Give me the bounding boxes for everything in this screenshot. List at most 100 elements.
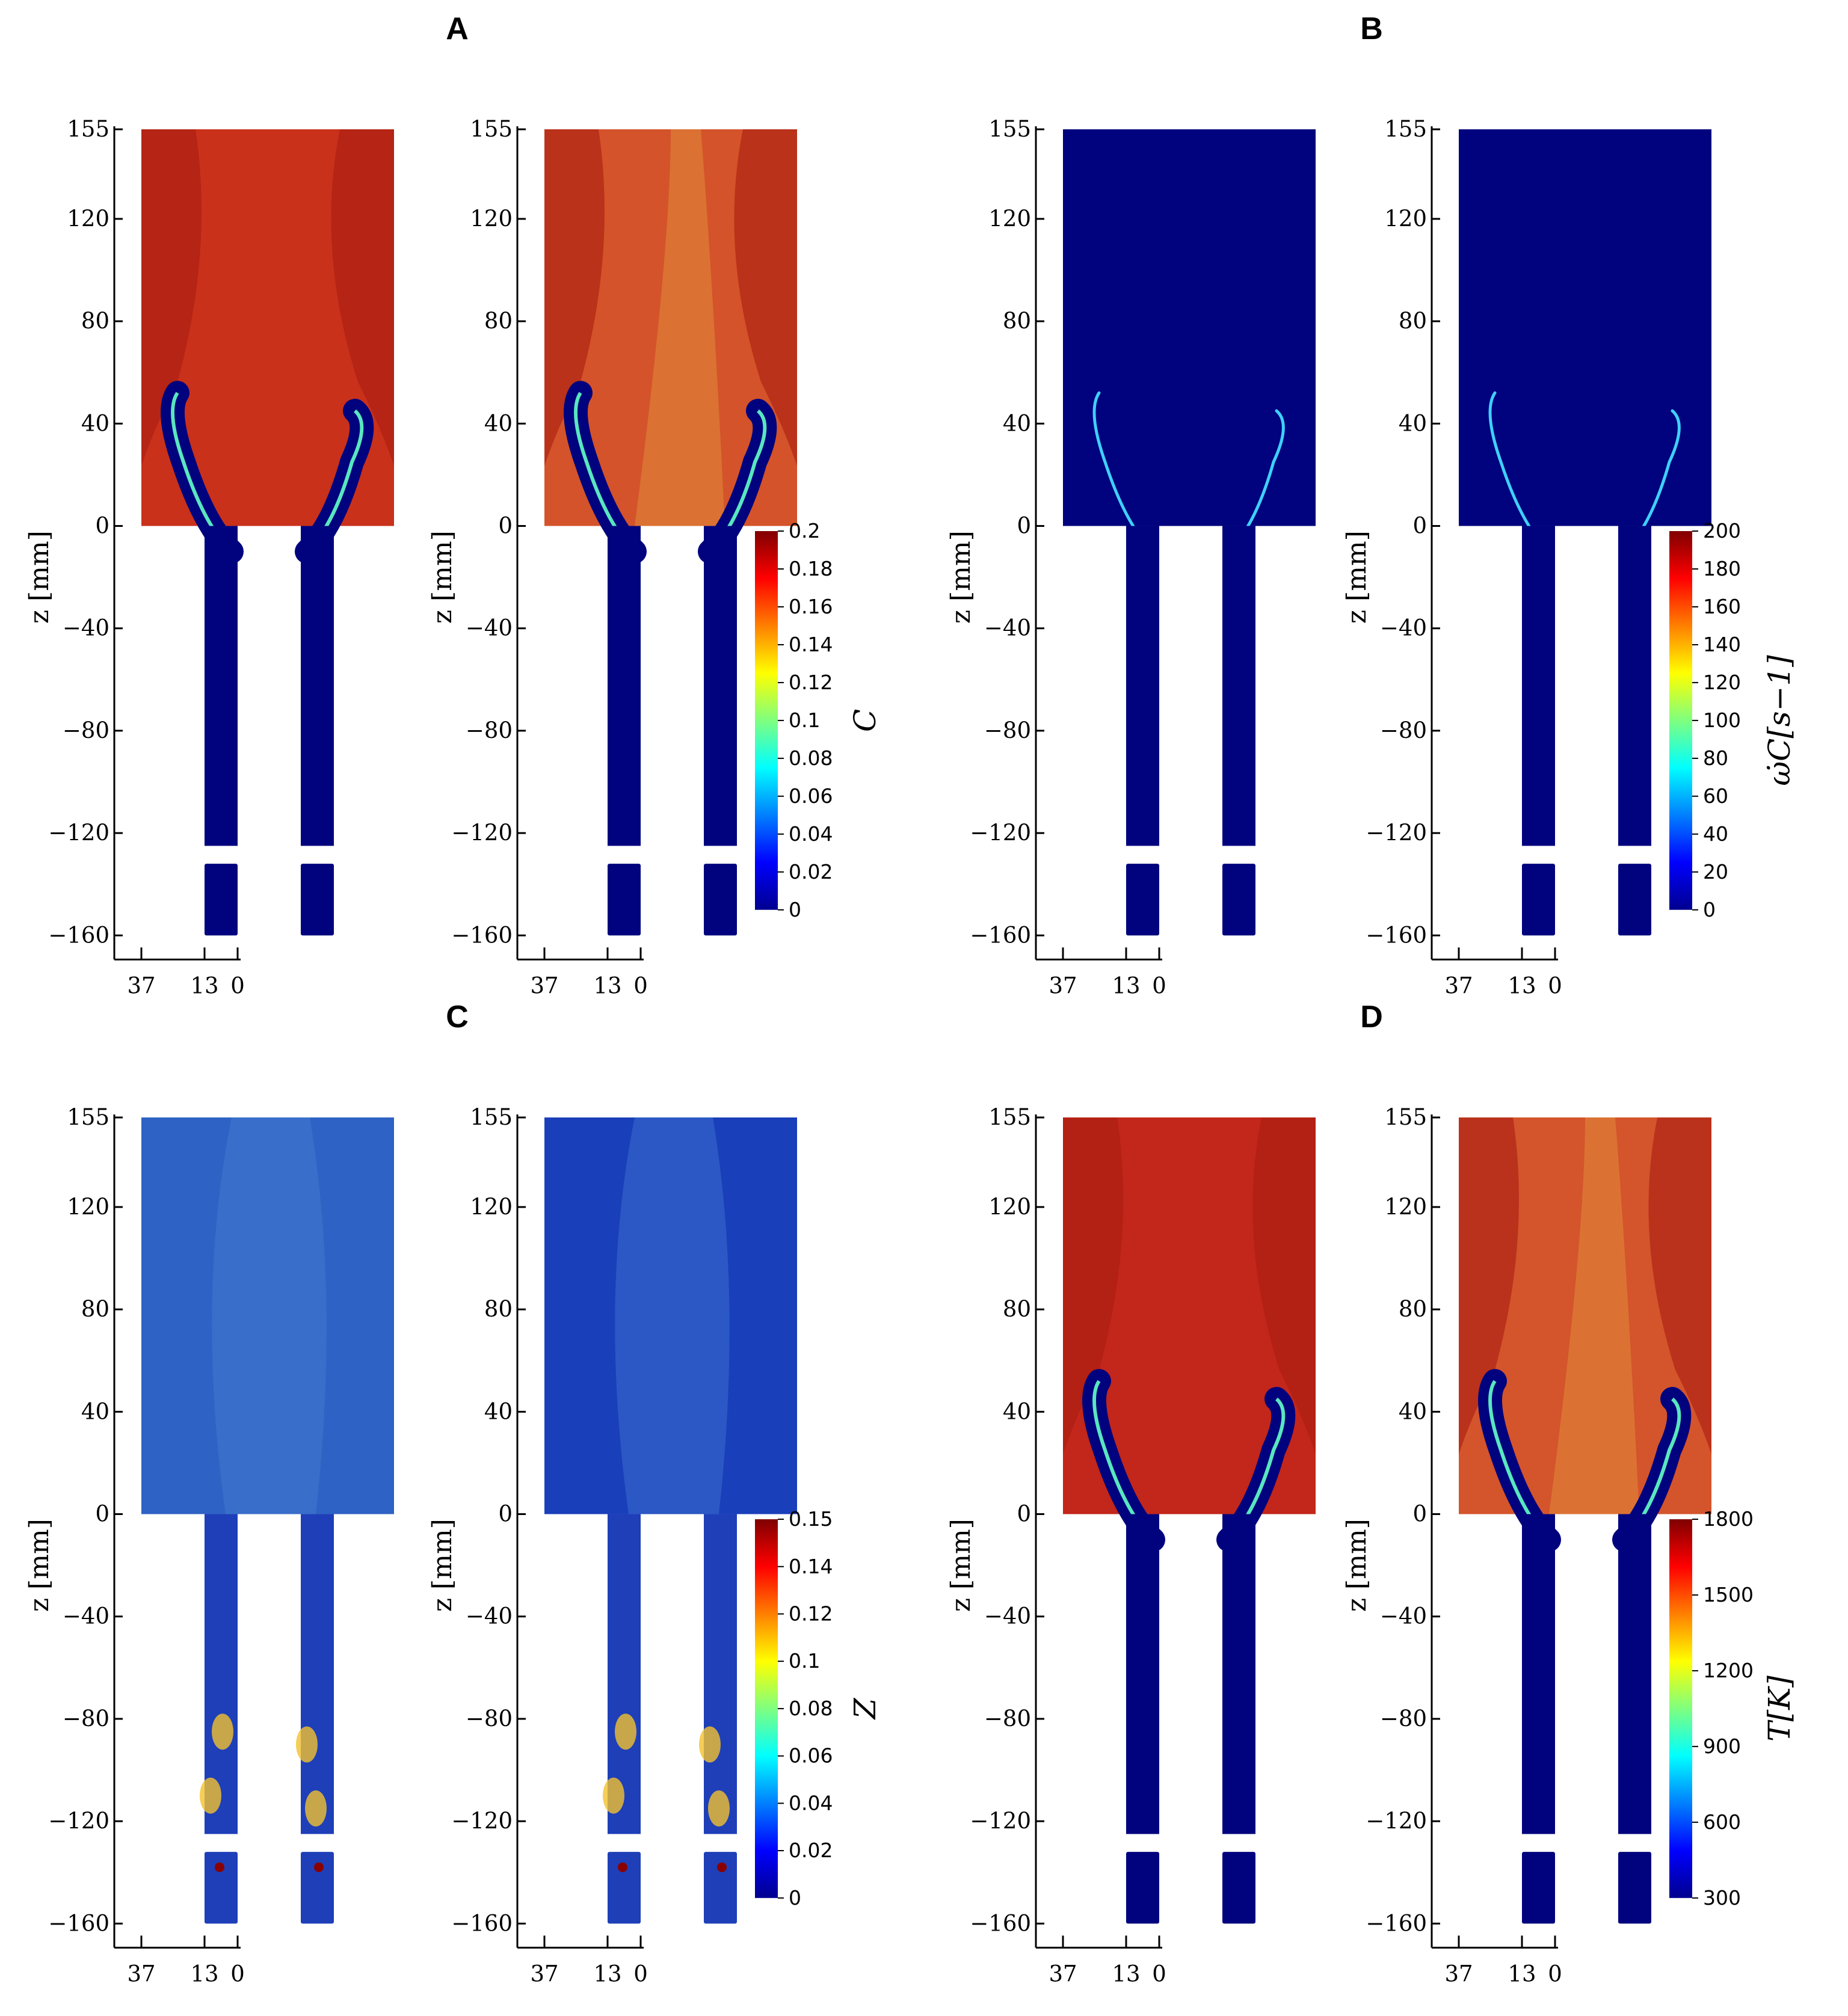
nozzle-left-lower (205, 864, 238, 936)
nozzle-left (1522, 1514, 1555, 1834)
colorbar-tick-label: 1800 (1703, 1507, 1754, 1531)
x-tick-label: 37 (1444, 973, 1473, 998)
x-tick-label: 13 (593, 1961, 621, 1987)
y-tick-label: −120 (970, 820, 1031, 846)
subplot-A-1: 155 120 80 40 0 −40 −80 −120 −160 37 13 0 z [mm] (24, 116, 394, 998)
colorbar-tick-label: 300 (1703, 1886, 1741, 1910)
x-tick-label: 0 (633, 1961, 648, 1987)
y-tick-label: −160 (48, 1910, 109, 1936)
y-tick-label: 40 (484, 1398, 513, 1424)
colorbar-tick-label: 0.14 (789, 1555, 833, 1578)
fuel-injection-point (314, 1862, 324, 1872)
colorbar-gradient (1669, 1519, 1692, 1898)
y-axis-label: z [mm] (24, 530, 55, 624)
panel-letter-A: A (446, 11, 469, 46)
chamber-field (1063, 129, 1316, 526)
x-tick-label: 0 (633, 973, 648, 998)
x-tick-label: 13 (1508, 973, 1536, 998)
y-tick-label: −120 (48, 820, 109, 846)
colorbar-tick-label: 180 (1703, 557, 1741, 580)
nozzle-right-lower (1618, 1852, 1651, 1924)
colorbar-tick-label: 0.08 (789, 1697, 833, 1720)
colorbar-tick-label: 160 (1703, 595, 1741, 618)
subplot-D-1: 155 120 80 40 0 −40 −80 −120 −160 37 13 0 z [mm] (946, 1104, 1316, 1987)
nozzle-left (1126, 1514, 1159, 1834)
colorbar-tick-label: 0.12 (789, 1602, 833, 1625)
y-tick-label: 120 (988, 1194, 1031, 1220)
colorbar-tick-label: 0.1 (789, 1649, 820, 1673)
subplot-A-2: 155 120 80 40 0 −40 −80 −120 −160 37 13 0 z [mm] (427, 116, 797, 998)
y-axis-label: z [mm] (427, 1519, 458, 1612)
subplot-B-1: 155 120 80 40 0 −40 −80 −120 −160 37 13 0 z [mm] (946, 116, 1316, 998)
y-tick-label: 80 (1003, 308, 1031, 334)
y-tick-label: −120 (48, 1808, 109, 1834)
colorbar-tick-label: 1200 (1703, 1659, 1754, 1682)
y-tick-label: 40 (1003, 1398, 1031, 1424)
x-tick-label: 13 (593, 973, 621, 998)
y-axis-label: z [mm] (946, 1519, 976, 1612)
colorbar-tick-label: 1500 (1703, 1583, 1754, 1606)
recirculation-zone (1648, 1117, 1711, 1454)
y-tick-label: 155 (1384, 1104, 1427, 1130)
y-tick-label: −80 (984, 1706, 1031, 1732)
y-tick-label: 0 (1017, 1501, 1031, 1527)
y-tick-label: 155 (470, 1104, 513, 1130)
y-tick-label: −160 (451, 922, 513, 948)
colorbar-tick-label: 0.18 (789, 557, 833, 580)
y-tick-label: −40 (466, 1603, 513, 1629)
nozzle-left-lower (608, 1852, 641, 1924)
nozzle-left (1522, 526, 1555, 846)
y-axis-label: z [mm] (1341, 530, 1372, 624)
y-tick-label: 155 (470, 116, 513, 142)
y-tick-label: −40 (466, 615, 513, 641)
y-tick-label: 120 (67, 206, 109, 232)
colorbar-title: Z (848, 1697, 882, 1720)
subplot-C-1: 155 120 80 40 0 −40 −80 −120 −160 37 13 0 z [mm] (24, 1104, 394, 1987)
panel-letter-D: D (1360, 1000, 1383, 1034)
colorbar-tick-label: 0.02 (789, 1839, 833, 1862)
x-tick-label: 37 (1444, 1961, 1473, 1987)
nozzle-right-lower (1618, 864, 1651, 936)
x-tick-label: 13 (1508, 1961, 1536, 1987)
nozzle-right (1222, 1514, 1255, 1834)
chamber-field (1459, 129, 1711, 526)
nozzle-right (704, 1514, 737, 1834)
colorbar-gradient (755, 1519, 778, 1898)
x-tick-label: 0 (1152, 973, 1166, 998)
y-tick-label: 80 (1399, 308, 1427, 334)
fuel-injection-point (618, 1862, 627, 1872)
y-tick-label: 40 (81, 1398, 109, 1424)
y-tick-label: 80 (484, 1296, 513, 1322)
fuel-pocket (212, 1713, 233, 1750)
y-tick-label: 0 (1017, 513, 1031, 539)
nozzle-right-lower (301, 1852, 334, 1924)
nozzle-left-lower (1126, 1852, 1159, 1924)
chamber-field (544, 1117, 797, 1514)
fuel-pocket (615, 1713, 636, 1750)
colorbar-tick-label: 0.04 (789, 822, 833, 846)
fuel-injection-point (717, 1862, 727, 1872)
nozzle-left (1126, 526, 1159, 846)
y-axis-label: z [mm] (24, 1519, 55, 1612)
colorbar-tick-label: 0.2 (789, 519, 820, 542)
panel-letter-B: B (1360, 11, 1383, 46)
colorbar-gradient (1669, 531, 1692, 910)
y-tick-label: 80 (81, 1296, 109, 1322)
y-tick-label: 120 (1384, 206, 1427, 232)
colorbar-tick-label: 0 (789, 1886, 801, 1910)
colorbar-tick-label: 100 (1703, 708, 1741, 732)
fuel-pocket (708, 1790, 730, 1827)
colorbar-gradient (755, 531, 778, 910)
y-tick-label: 40 (1003, 410, 1031, 436)
y-tick-label: −120 (451, 820, 513, 846)
colorbar-title: ω̇C[s−1] (1762, 655, 1797, 786)
y-axis-label: z [mm] (1341, 1519, 1372, 1612)
y-tick-label: −80 (466, 718, 513, 743)
fuel-pocket (296, 1726, 318, 1763)
y-tick-label: −120 (1366, 1808, 1427, 1834)
x-tick-label: 37 (530, 1961, 558, 1987)
y-tick-label: 155 (67, 116, 109, 142)
y-tick-label: 40 (81, 410, 109, 436)
nozzle-right (704, 526, 737, 846)
fuel-injection-point (215, 1862, 224, 1872)
